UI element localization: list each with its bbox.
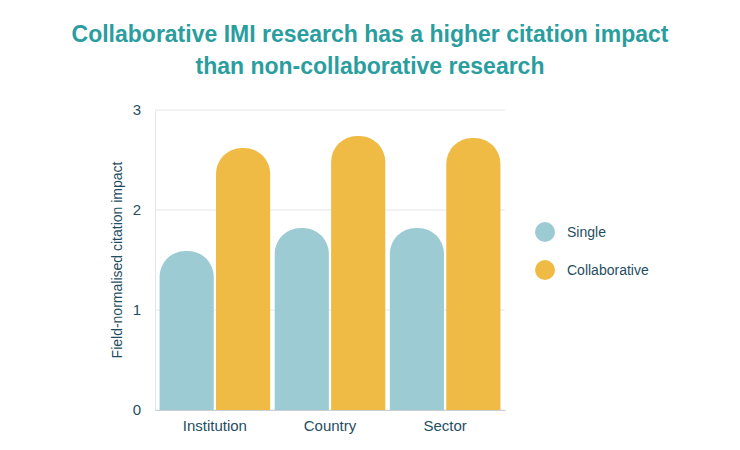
legend-label: Single [567,224,606,240]
x-tick-label: Institution [183,417,247,434]
y-axis: 0 1 2 3 [133,101,156,418]
grid-line [155,110,505,111]
bar [331,136,385,410]
x-axis: Institution Country Sector [156,410,506,434]
legend-swatch [535,260,555,280]
x-tick-label: Country [304,417,357,434]
x-tick: Sector [423,410,466,434]
y-axis-line [155,111,156,411]
y-tick: 0 [133,401,155,418]
title: Collaborative IMI research has a higher … [72,21,669,79]
plot: 0 1 2 3 Institution Country Sector [133,101,506,433]
y-tick: 3 [133,101,155,118]
x-tick-label: Sector [423,417,466,434]
legend-swatch [535,222,555,242]
x-axis-line [156,410,506,411]
chart: Collaborative IMI research has a higher … [0,0,740,450]
legend-label: Collaborative [567,262,649,278]
title-line: Collaborative IMI research has a higher … [72,21,669,47]
bars [160,136,501,410]
x-tick: Institution [183,410,247,434]
y-tick-label: 1 [133,301,141,318]
y-tick: 1 [133,301,155,318]
bar [275,228,329,410]
x-tick: Country [304,410,357,434]
bar [160,251,214,410]
y-axis-title: Field-normalised citation impact [109,161,125,358]
y-tick-label: 0 [133,401,141,418]
bar [390,228,444,410]
y-tick-label: 3 [133,101,141,118]
title-line: than non-collaborative research [196,53,545,79]
grid [155,110,505,410]
y-tick: 2 [133,201,155,218]
y-tick-label: 2 [133,201,141,218]
bar [446,138,500,410]
legend: Single Collaborative [535,222,649,280]
bar [216,148,270,410]
